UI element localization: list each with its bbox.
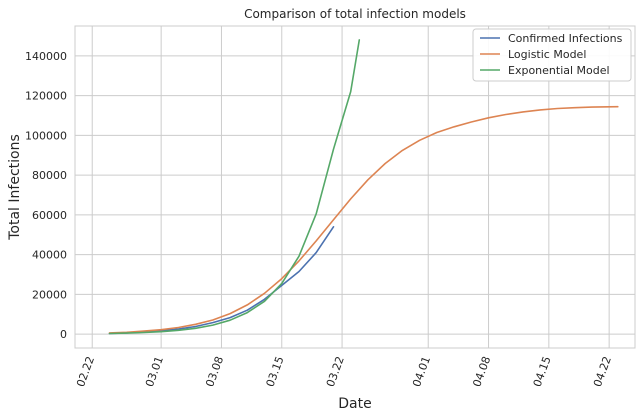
y-tick-label: 20000: [32, 288, 67, 301]
y-tick-labels: 0 20000 40000 60000 80000 100000 120000 140000: [25, 50, 67, 341]
legend-label-confirmed-infections: Confirmed Infections: [508, 32, 623, 45]
x-tick-label: 03.08: [203, 355, 226, 389]
x-tick-label: 03.22: [324, 355, 347, 389]
series-layer: [108, 39, 619, 335]
y-tick-label: 40000: [32, 249, 67, 262]
y-tick-label: 60000: [32, 209, 67, 222]
legend-box: [472, 28, 632, 82]
x-tick-label: 03.15: [264, 355, 287, 389]
x-axis-label: Date: [338, 396, 371, 412]
y-tick-label: 100000: [25, 129, 67, 142]
x-tick-label: 03.01: [143, 355, 166, 389]
series-line-logistic-model: [108, 105, 619, 334]
y-tick-label: 120000: [25, 90, 67, 103]
legend-label-exponential-model: Exponential Model: [508, 64, 610, 77]
grid-lines: [75, 26, 635, 348]
legend-label-logistic-model: Logistic Model: [508, 48, 586, 61]
y-tick-label: 0: [60, 328, 67, 341]
x-tick-labels: 02.22 03.01 03.08 03.15 03.22 04.01 04.08 04.15…: [74, 355, 614, 389]
series-line-exponential-model: [108, 39, 361, 335]
x-tick-label: 02.22: [74, 355, 97, 389]
y-tick-label: 80000: [32, 169, 67, 182]
y-axis-label: Total Infections: [7, 134, 23, 241]
y-tick-label: 140000: [25, 50, 67, 63]
plot-frame: [74, 25, 636, 349]
x-tick-label: 04.15: [531, 355, 554, 389]
x-tick-label: 04.08: [470, 355, 493, 389]
x-tick-label: 04.01: [410, 355, 433, 389]
chart-title: Comparison of total infection models: [244, 7, 466, 21]
x-tick-label: 04.22: [591, 355, 614, 389]
legend: Confirmed Infections Logistic Model Expone…: [472, 28, 632, 82]
